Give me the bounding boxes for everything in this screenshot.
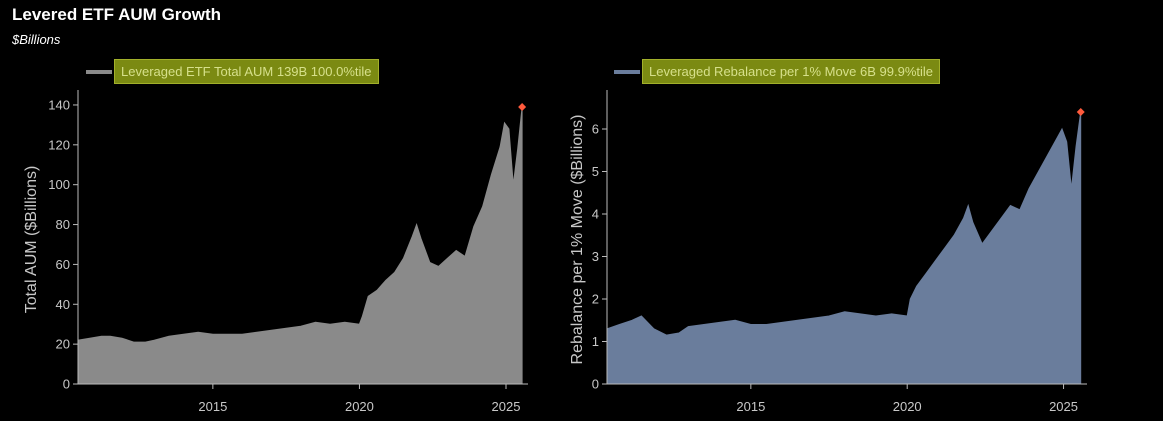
- legend-left: Leveraged ETF Total AUM 139B 100.0%tile: [86, 58, 379, 85]
- aum-area: [77, 106, 523, 385]
- aum-y-axis-title: Total AUM ($Billions): [23, 166, 40, 314]
- aum-last-point-marker: [518, 102, 527, 111]
- legend-swatch-rebalance: [614, 69, 640, 74]
- rebalance-chart: 0 1 2 3 4 5 6 2015 2020 2025 Rebalance per 1% Move…: [569, 90, 1087, 414]
- rebalance-y-tick-label: 0: [592, 377, 599, 392]
- legend-swatch-aum: [86, 69, 112, 74]
- rebalance-y-tick-label: 1: [592, 334, 599, 349]
- rebalance-y-tick-label: 2: [592, 292, 599, 307]
- aum-chart: 0 20 40 60 80 100 120 140 2015 2020 2025 Total AUM …: [23, 90, 528, 414]
- aum-y-tick-label: 0: [63, 377, 70, 392]
- aum-y-tick-label: 120: [48, 137, 70, 152]
- legend-label-aum: Leveraged ETF Total AUM 139B 100.0%tile: [114, 59, 379, 84]
- aum-y-tick-label: 60: [56, 257, 70, 272]
- rebalance-y-axis-title: Rebalance per 1% Move ($Billions): [569, 115, 586, 365]
- rebalance-y-tick-label: 6: [592, 122, 599, 137]
- aum-x-tick-label: 2025: [492, 399, 521, 414]
- aum-y-tick-label: 140: [48, 97, 70, 112]
- rebalance-y-tick-label: 4: [592, 207, 599, 222]
- legend-right: Leveraged Rebalance per 1% Move 6B 99.9%…: [614, 58, 941, 85]
- rebalance-y-tick-label: 3: [592, 249, 599, 264]
- aum-y-tick-label: 100: [48, 177, 70, 192]
- page-title: Levered ETF AUM Growth: [12, 5, 222, 24]
- aum-y-tick-label: 40: [56, 297, 70, 312]
- page-subtitle: $Billions: [12, 32, 61, 47]
- rebalance-x-tick-label: 2025: [1049, 399, 1078, 414]
- aum-y-tick-label: 80: [56, 217, 70, 232]
- rebalance-area: [606, 111, 1082, 385]
- rebalance-x-tick-label: 2015: [736, 399, 765, 414]
- rebalance-last-point-marker: [1076, 108, 1085, 116]
- rebalance-y-tick-label: 5: [592, 164, 599, 179]
- aum-x-tick-label: 2015: [198, 399, 227, 414]
- aum-x-tick-label: 2020: [345, 399, 374, 414]
- rebalance-x-tick-label: 2020: [893, 399, 922, 414]
- aum-y-tick-label: 20: [56, 337, 70, 352]
- legend-label-rebalance: Leveraged Rebalance per 1% Move 6B 99.9%…: [642, 59, 941, 84]
